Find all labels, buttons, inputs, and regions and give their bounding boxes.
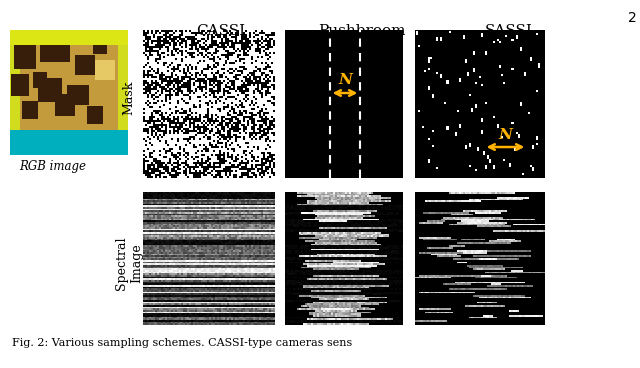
- Text: Pushbroom: Pushbroom: [318, 24, 405, 38]
- Text: Spectral
Image: Spectral Image: [115, 236, 143, 290]
- Text: RGB image: RGB image: [19, 160, 86, 173]
- Text: CASSI: CASSI: [196, 24, 245, 38]
- Text: N: N: [338, 73, 352, 87]
- Text: SASSI: SASSI: [485, 24, 532, 38]
- Text: Fig. 2: Various sampling schemes. CASSI-type cameras sens: Fig. 2: Various sampling schemes. CASSI-…: [12, 338, 352, 348]
- Text: 2: 2: [628, 11, 637, 25]
- Text: Mask: Mask: [123, 80, 136, 115]
- Text: N: N: [499, 128, 513, 142]
